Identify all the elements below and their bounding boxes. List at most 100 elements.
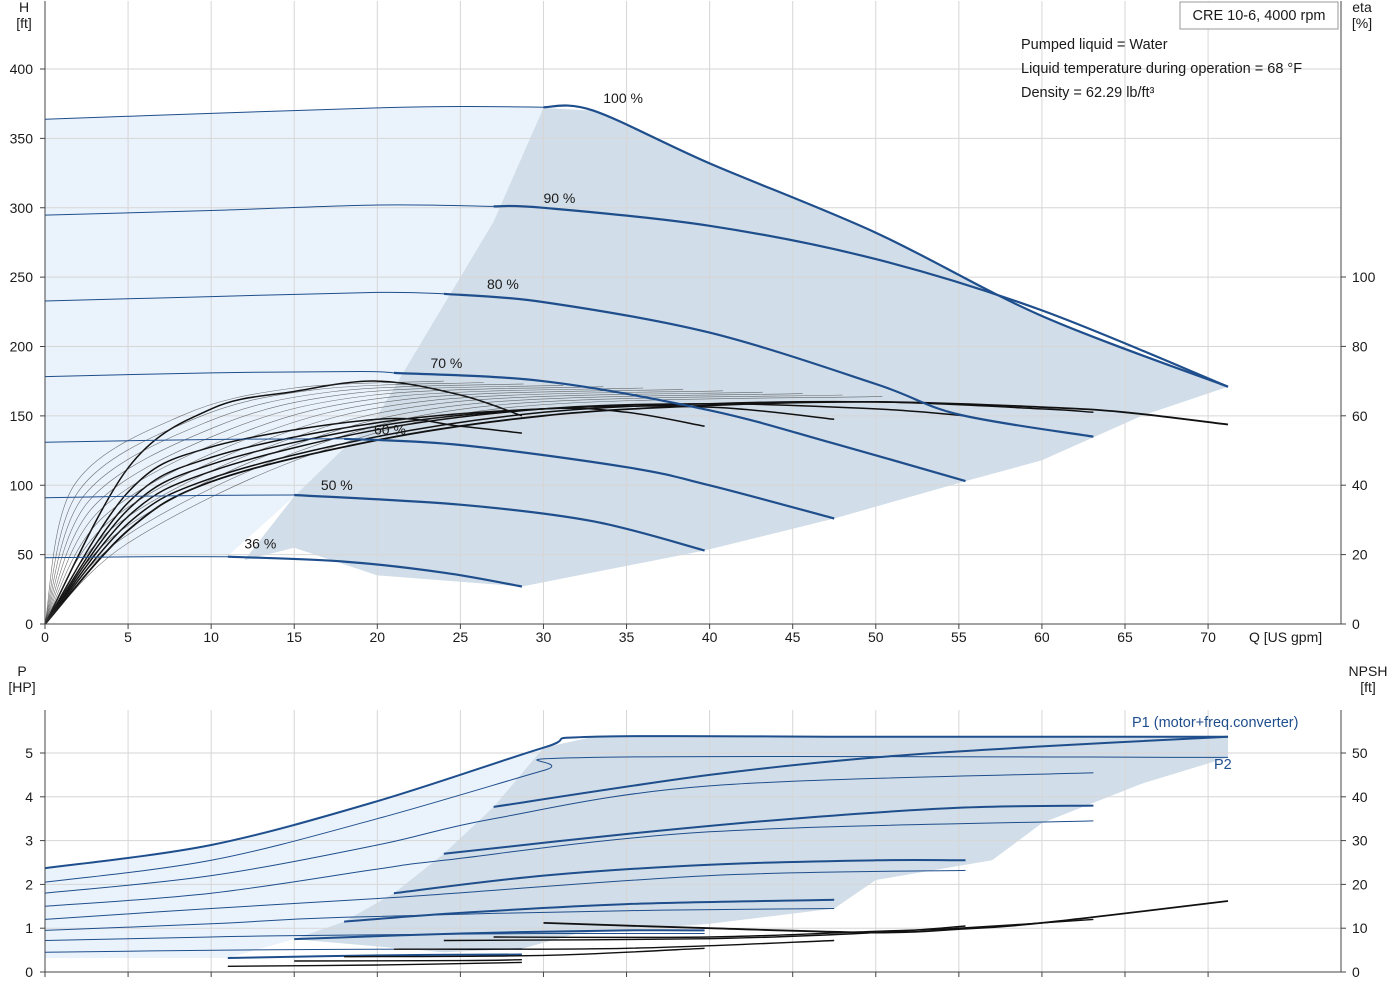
y-right-tick-label: 50 [1352, 745, 1368, 761]
y-tick-label: 200 [10, 339, 34, 355]
speed-curve-thin [44, 438, 345, 443]
efficiency-curve [44, 407, 705, 625]
x-tick-label: 30 [536, 629, 552, 645]
chart-title: CRE 10-6, 4000 rpm [1193, 8, 1326, 24]
y-right-tick-label: 0 [1352, 964, 1360, 980]
speed-curve-thin [44, 105, 544, 120]
efficiency-curve [44, 405, 835, 625]
head-efficiency-plot: 100 %90 %80 %70 %60 %50 %36 % 0501001502… [10, 0, 1376, 645]
y-tick-label: 350 [10, 130, 34, 146]
x-tick-label: 50 [868, 629, 884, 645]
y-right-axis-label: NPSH [1349, 663, 1388, 679]
y-right-tick-label: 0 [1352, 616, 1360, 632]
y-tick-label: 0 [25, 616, 33, 632]
y-right-tick-label: 20 [1352, 547, 1368, 563]
efficiency-fan-line [44, 383, 524, 625]
x-tick-label: 40 [702, 629, 718, 645]
y-axis-label: H [19, 0, 29, 15]
speed-curve [443, 292, 1094, 438]
p1-curve [393, 858, 966, 895]
note-pumped-liquid: Pumped liquid = Water [1021, 37, 1168, 53]
efficiency-fan-line [44, 382, 484, 625]
speed-curve [294, 493, 705, 552]
note-liquid-temperature: Liquid temperature during operation = 68… [1021, 61, 1302, 77]
y-right-axis-label: eta [1352, 0, 1372, 15]
npsh-curve [344, 947, 705, 958]
efficiency-fan-line [44, 387, 644, 625]
efficiency-curve [44, 417, 522, 625]
series-label-p1: P1 (motor+freq.converter) [1132, 715, 1298, 731]
efficiency-fan-line [44, 394, 843, 625]
speed-label: 80 % [487, 276, 519, 292]
y-right-axis-label-unit: [ft] [1360, 679, 1376, 695]
speed-curve-thin [44, 494, 295, 499]
y-right-tick-label: 30 [1352, 833, 1368, 849]
y-right-axis-label-unit: [%] [1352, 15, 1372, 31]
y-right-tick-label: 100 [1352, 269, 1376, 285]
speed-label: 50 % [321, 477, 353, 493]
speed-curve-thin [44, 370, 394, 378]
y-tick-label: 4 [25, 789, 33, 805]
speed-label: 60 % [374, 422, 406, 438]
y-tick-label: 400 [10, 61, 34, 77]
efficiency-fan-line [44, 391, 763, 625]
npsh-curve [227, 961, 522, 967]
x-tick-label: 60 [1034, 629, 1050, 645]
p1-curve [344, 898, 835, 923]
npsh-curve [493, 918, 1094, 939]
npsh-curve [443, 925, 966, 942]
speed-label: 36 % [244, 535, 276, 551]
p2-curve [44, 755, 1229, 883]
p2-curve [44, 908, 835, 931]
y-right-tick-label: 80 [1352, 338, 1368, 354]
efficiency-fan-line [44, 385, 564, 625]
y-tick-label: 2 [25, 876, 33, 892]
efficiency-fan-line [44, 389, 684, 625]
speed-curve [344, 437, 835, 520]
x-tick-label: 55 [951, 629, 967, 645]
speed-label: 70 % [430, 355, 462, 371]
y-axis-label-unit: [HP] [8, 679, 35, 695]
x-tick-label: 5 [124, 629, 132, 645]
x-axis-label: Q [US gpm] [1249, 629, 1322, 645]
y-tick-label: 300 [10, 200, 34, 216]
efficiency-curve [44, 380, 523, 625]
speed-curve [393, 371, 966, 483]
y-right-tick-label: 40 [1352, 789, 1368, 805]
x-tick-label: 70 [1200, 629, 1216, 645]
speed-label: 90 % [543, 190, 575, 206]
x-tick-label: 25 [453, 629, 469, 645]
p1-curve [294, 929, 705, 941]
npsh-curve [393, 939, 835, 950]
y-tick-label: 50 [17, 547, 33, 563]
npsh-curve [543, 900, 1229, 934]
y-tick-label: 100 [10, 477, 34, 493]
efficiency-fan-line [44, 386, 604, 625]
speed-label: 100 % [603, 90, 643, 106]
efficiency-fan-line [44, 390, 723, 625]
y-axis-label-unit: [ft] [16, 15, 32, 31]
y-right-tick-label: 60 [1352, 408, 1368, 424]
p2-curve [44, 869, 966, 920]
p1-curve [44, 735, 1228, 870]
x-tick-label: 35 [619, 629, 635, 645]
y-axis-label: P [17, 663, 26, 679]
series-label-p2: P2 [1214, 757, 1232, 773]
operating-envelope [294, 736, 1228, 953]
speed-curve [227, 555, 523, 588]
y-tick-label: 150 [10, 408, 34, 424]
x-tick-label: 65 [1117, 629, 1133, 645]
efficiency-curve [44, 402, 966, 625]
power-npsh-plot: P1 (motor+freq.converter)P2 012345010203… [8, 663, 1387, 980]
y-tick-label: 5 [25, 745, 33, 761]
x-tick-label: 15 [286, 629, 302, 645]
y-right-tick-label: 40 [1352, 477, 1368, 493]
p1-curve [493, 735, 1229, 808]
p2-curve [44, 772, 1094, 894]
x-tick-label: 20 [370, 629, 386, 645]
y-right-tick-label: 10 [1352, 920, 1368, 936]
efficiency-curve [44, 400, 1229, 625]
speed-curve-thin [44, 204, 494, 216]
speed-curve [543, 104, 1229, 388]
